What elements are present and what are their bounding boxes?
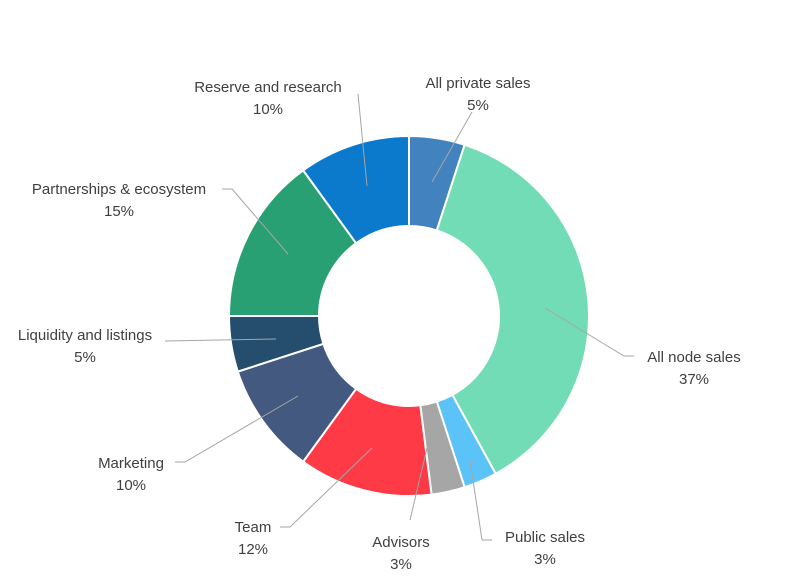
labels-group: All private sales 5% All node sales 37% Publ…: [18, 75, 741, 573]
slice-value-partnerships-and-ecosystem: 15%: [104, 203, 134, 220]
leader-line-partnerships-and-ecosystem: [222, 188, 289, 255]
slice-label-public-sales: Public sales: [505, 529, 585, 546]
slice-value-public-sales: 3%: [534, 551, 556, 568]
leader-line-all-private-sales: [431, 111, 473, 183]
slice-label-marketing: Marketing: [98, 455, 164, 472]
leader-line-reserve-and-research: [357, 93, 368, 187]
leader-line-liquidity-and-listings: [164, 338, 277, 342]
leader-line-team: [280, 447, 373, 528]
slice-label-reserve-and-research: Reserve and research: [194, 79, 342, 96]
slice-label-liquidity-and-listings: Liquidity and listings: [18, 327, 152, 344]
slice-label-team: Team: [235, 519, 272, 536]
slice-label-all-private-sales: All private sales: [425, 75, 530, 92]
slice-value-all-node-sales: 37%: [679, 371, 709, 388]
leader-line-all-node-sales: [544, 307, 634, 357]
slice-reserve-and-research: [301, 134, 410, 245]
slice-partnerships-and-ecosystem: [227, 168, 358, 317]
leader-line-public-sales: [469, 459, 492, 541]
leader-line-advisors: [409, 447, 428, 521]
slice-label-advisors: Advisors: [372, 534, 430, 551]
slices-group: [227, 134, 590, 497]
slice-value-liquidity-and-listings: 5%: [74, 349, 96, 366]
slice-value-advisors: 3%: [390, 556, 412, 573]
slice-value-all-private-sales: 5%: [467, 97, 489, 114]
leader-lines-group: [164, 93, 634, 541]
slice-value-reserve-and-research: 10%: [253, 101, 283, 118]
slice-value-team: 12%: [238, 541, 268, 558]
slice-all-node-sales: [435, 143, 590, 476]
slice-label-partnerships-and-ecosystem: Partnerships & ecosystem: [32, 181, 206, 198]
slice-value-marketing: 10%: [116, 477, 146, 494]
slice-label-all-node-sales: All node sales: [647, 349, 740, 366]
leader-line-marketing: [175, 395, 299, 463]
